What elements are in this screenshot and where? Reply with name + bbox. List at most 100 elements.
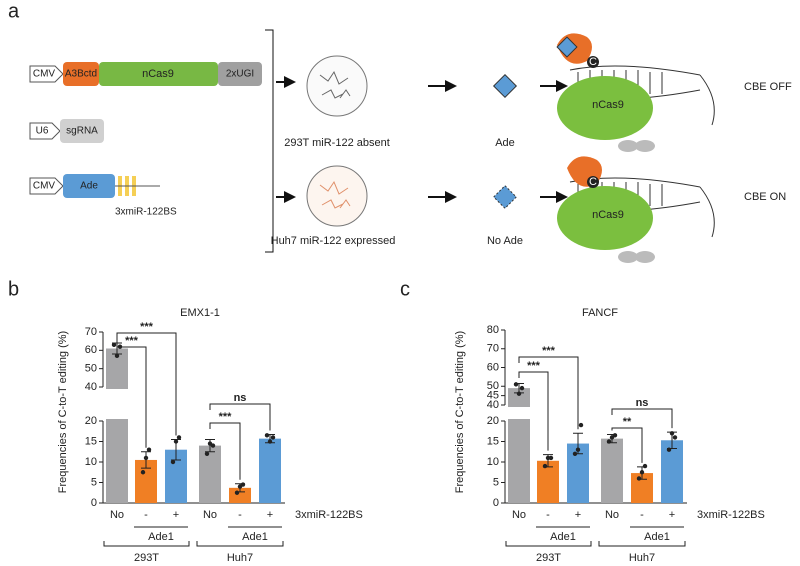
- x-axis-label: 3xmiR-122BS: [697, 509, 765, 521]
- group-label: Ade1: [644, 531, 670, 543]
- y-tick-label: 50: [487, 380, 499, 392]
- group-label: 293T: [536, 552, 561, 564]
- base: [587, 56, 599, 68]
- y-tick-label: 10: [487, 456, 499, 468]
- bracket: [265, 29, 274, 253]
- significance-label: ns: [636, 397, 649, 409]
- y-tick-label: 15: [487, 435, 499, 447]
- data-point: [204, 451, 210, 456]
- state-label: Ade: [495, 137, 515, 149]
- data-point: [578, 422, 584, 428]
- data-point: [267, 439, 273, 444]
- part-label: A3Bctd: [65, 69, 97, 80]
- y-tick-label: 5: [493, 476, 499, 488]
- significance-bracket: [611, 408, 673, 429]
- promoter-arrow: [29, 122, 61, 140]
- y-tick-label: 50: [85, 363, 97, 375]
- group-bracket: [196, 541, 284, 547]
- site-label: 3xmiR-122BS: [115, 207, 177, 218]
- cell-label: Huh7 miR-122 expressed: [271, 235, 396, 247]
- base-label: C: [589, 56, 597, 68]
- data-point: [240, 482, 246, 487]
- protein: [557, 186, 653, 250]
- y-tick-label: 15: [85, 435, 97, 447]
- y-axis-label: Frequencies of C-to-T editing (%): [454, 331, 466, 493]
- promoter-arrow: [29, 177, 64, 195]
- bar: [135, 459, 157, 503]
- bar: [508, 388, 530, 503]
- data-point: [519, 385, 525, 391]
- ugi: [618, 140, 638, 152]
- bar: [631, 473, 653, 503]
- data-point: [143, 455, 149, 461]
- y-tick-label: 20: [85, 415, 97, 427]
- protein-label: nCas9: [592, 99, 624, 111]
- x-tick-label: No: [110, 509, 124, 521]
- x-tick-label: -: [238, 509, 242, 521]
- x-tick-label: -: [144, 509, 148, 521]
- y-tick-label: 5: [91, 476, 97, 488]
- part-label: 2xUGI: [226, 69, 254, 80]
- y-tick-label: 80: [487, 324, 499, 336]
- x-tick-label: +: [575, 509, 581, 521]
- cells: [319, 70, 351, 99]
- data-point: [173, 439, 179, 444]
- data-point: [114, 353, 120, 359]
- x-tick-label: No: [203, 509, 217, 521]
- data-point: [210, 443, 216, 448]
- significance-bracket: [116, 332, 177, 436]
- data-point: [513, 382, 519, 387]
- ugi: [635, 251, 655, 263]
- data-point: [672, 435, 678, 440]
- significance-bracket: [209, 403, 271, 431]
- data-point: [642, 463, 648, 469]
- data-point: [575, 447, 581, 452]
- part-label: sgRNA: [66, 126, 98, 137]
- bar: [165, 449, 187, 503]
- data-point: [666, 447, 672, 452]
- significance-bracket: [518, 356, 579, 430]
- protein-label: nCas9: [592, 209, 624, 221]
- y-tick-label: 70: [487, 343, 499, 355]
- group-label: Ade1: [242, 531, 268, 543]
- data-point: [548, 455, 554, 461]
- y-tick-label: 20: [487, 415, 499, 427]
- data-point: [612, 433, 618, 438]
- data-point: [636, 476, 642, 481]
- x-tick-label: +: [173, 509, 179, 521]
- base: [587, 176, 599, 188]
- y-tick-label: 60: [85, 344, 97, 356]
- data-point: [606, 439, 612, 444]
- state-label: No Ade: [487, 235, 523, 247]
- promoter: CMV: [33, 181, 56, 192]
- part: [60, 119, 104, 143]
- bar: [106, 348, 128, 503]
- x-tick-label: +: [267, 509, 273, 521]
- group-label: Huh7: [227, 552, 253, 564]
- bar: [199, 445, 221, 503]
- y-tick-label: 40: [85, 381, 97, 393]
- complex: nCas9 C CBE OFF: [556, 33, 792, 152]
- significance-bracket: [209, 422, 241, 480]
- axis-break: [499, 407, 689, 419]
- part-label: nCas9: [142, 68, 174, 80]
- y-tick-label: 0: [91, 497, 97, 509]
- part-label: Ade: [80, 181, 98, 192]
- group-label: Ade1: [550, 531, 576, 543]
- ade: [492, 73, 518, 99]
- bar: [229, 487, 251, 503]
- promoter: CMV: [33, 69, 56, 80]
- significance-label: ns: [234, 392, 247, 404]
- outcome: CBE ON: [744, 191, 786, 203]
- bar: [259, 438, 281, 503]
- significance-bracket: [518, 371, 549, 451]
- bar: [567, 443, 589, 503]
- significance-label: ***: [527, 360, 541, 372]
- significance-label: **: [623, 416, 632, 428]
- bar: [601, 438, 623, 503]
- x-tick-label: -: [546, 509, 550, 521]
- part: [63, 62, 99, 86]
- protein: [557, 76, 653, 140]
- panel-label: b: [8, 278, 19, 300]
- bar: [661, 440, 683, 503]
